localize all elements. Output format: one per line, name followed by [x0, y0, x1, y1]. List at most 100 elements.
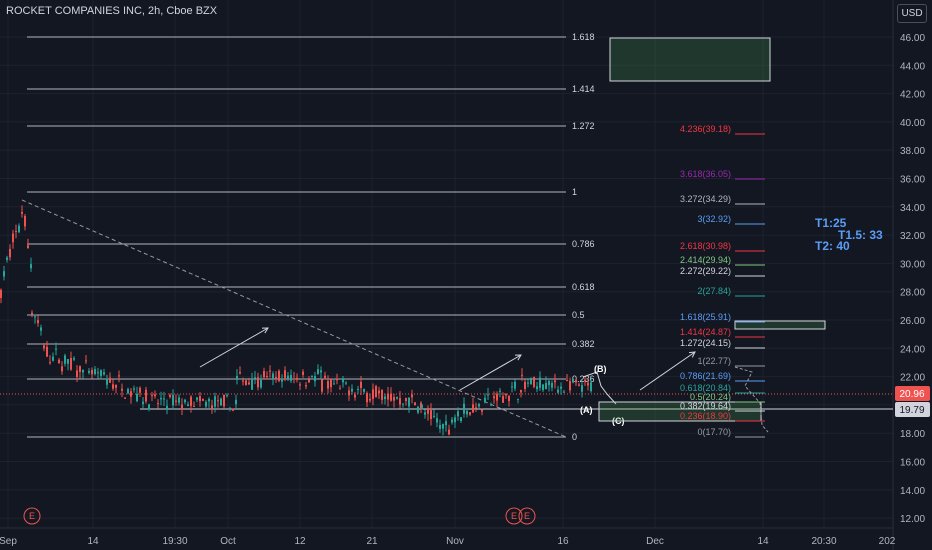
candle-body: [417, 406, 419, 413]
candle-body: [320, 370, 322, 373]
candle-body: [70, 358, 72, 370]
candle-body: [396, 397, 398, 399]
candle-body: [239, 372, 241, 374]
candle-body: [91, 370, 93, 375]
candle-body: [24, 215, 26, 227]
candle-body: [34, 316, 36, 318]
fib-extension-label: 0(17.70): [697, 427, 731, 437]
earnings-event-label: E: [524, 511, 530, 521]
candle-body: [390, 393, 392, 401]
candle-body: [348, 390, 350, 396]
candle-body: [109, 377, 111, 383]
candle-body: [575, 379, 577, 383]
candle-body: [100, 370, 102, 376]
projection-arrow: [639, 351, 696, 391]
candle-body: [445, 421, 447, 426]
candle-body: [505, 394, 507, 396]
price-tick-label: 22.00: [900, 373, 925, 384]
target-zone-box: [609, 37, 771, 82]
candle-body: [266, 376, 268, 378]
candle-body: [530, 377, 532, 385]
fib-level-label: 0.236: [572, 374, 595, 384]
candle-body: [12, 233, 14, 243]
candle-body: [30, 264, 32, 269]
candle-body: [127, 389, 129, 394]
currency-button[interactable]: USD: [897, 4, 927, 23]
time-tick-label: Sep: [0, 536, 17, 547]
candle-body: [369, 398, 371, 401]
candle-body: [384, 396, 386, 400]
candle-body: [311, 376, 313, 378]
candle-body: [199, 396, 201, 402]
candle-body: [520, 389, 522, 393]
candle-body: [308, 379, 310, 383]
candle-body: [481, 409, 483, 412]
earnings-event-marker: [505, 507, 523, 525]
fib-level-label: 0.786: [572, 239, 595, 249]
candle-body: [235, 399, 237, 405]
fib-extension-label: 2.414(29.94): [680, 255, 731, 265]
candle-body: [536, 386, 538, 390]
candle-body: [272, 373, 274, 380]
candle-body: [424, 412, 426, 415]
candle-body: [351, 388, 353, 392]
time-tick-label: 14: [757, 536, 769, 547]
candle-body: [560, 386, 562, 389]
target-t1-label: T1:25: [815, 216, 847, 230]
candle-body: [375, 386, 377, 398]
candle-body: [229, 407, 231, 410]
candle-body: [112, 384, 114, 389]
candle-body: [184, 399, 186, 403]
fib-extension-label: 2(27.84): [697, 286, 731, 296]
candle-body: [211, 405, 213, 410]
candle-body: [472, 404, 474, 413]
candle-body: [236, 376, 238, 379]
time-tick-label: Dec: [646, 536, 664, 547]
target-t15-label: T1.5: 33: [838, 228, 883, 242]
candle-body: [584, 379, 586, 382]
candle-body: [314, 376, 316, 382]
candle-body: [587, 382, 589, 386]
candle-body: [133, 388, 135, 390]
target-zone-box: [734, 320, 826, 330]
fib-extension-label: 0.382(19.64): [680, 401, 731, 411]
candle-body: [457, 411, 459, 417]
projection-arrow: [459, 354, 522, 391]
candle-body: [97, 372, 99, 374]
candle-body: [427, 408, 429, 414]
candle-body: [339, 388, 341, 390]
candle-body: [533, 376, 535, 387]
candle-body: [548, 380, 550, 386]
fib-extension-label: 3.618(36.05): [680, 169, 731, 179]
candle-body: [166, 405, 168, 410]
fib-extension-label: 0.786(21.69): [680, 371, 731, 381]
candle-body: [463, 403, 465, 414]
fib-level-label: 0.618: [572, 282, 595, 292]
candle-body: [451, 419, 453, 423]
candle-body: [333, 383, 335, 385]
candle-body: [27, 245, 29, 249]
candle-body: [542, 384, 544, 391]
earnings-event-label: E: [29, 511, 35, 521]
candle-body: [251, 379, 253, 390]
price-tick-label: 24.00: [900, 344, 925, 355]
price-tick-label: 14.00: [900, 486, 925, 497]
candle-body: [136, 393, 138, 402]
fib-extension-label: 3.272(34.29): [680, 194, 731, 204]
candle-body: [9, 249, 11, 258]
candle-body: [88, 370, 90, 373]
candle-body: [514, 381, 516, 389]
price-tick-label: 36.00: [900, 175, 925, 186]
candle-body: [6, 257, 8, 260]
candle-body: [43, 345, 45, 349]
time-tick-label: Oct: [220, 536, 236, 547]
time-tick-label: 19:30: [162, 536, 187, 547]
candle-body: [15, 231, 17, 233]
time-tick-label: 20:30: [811, 536, 836, 547]
candle-body: [118, 375, 120, 377]
price-tick-label: 18.00: [900, 429, 925, 440]
target-t2-label: T2: 40: [815, 239, 850, 253]
candle-body: [508, 395, 510, 402]
candle-body: [94, 369, 96, 375]
